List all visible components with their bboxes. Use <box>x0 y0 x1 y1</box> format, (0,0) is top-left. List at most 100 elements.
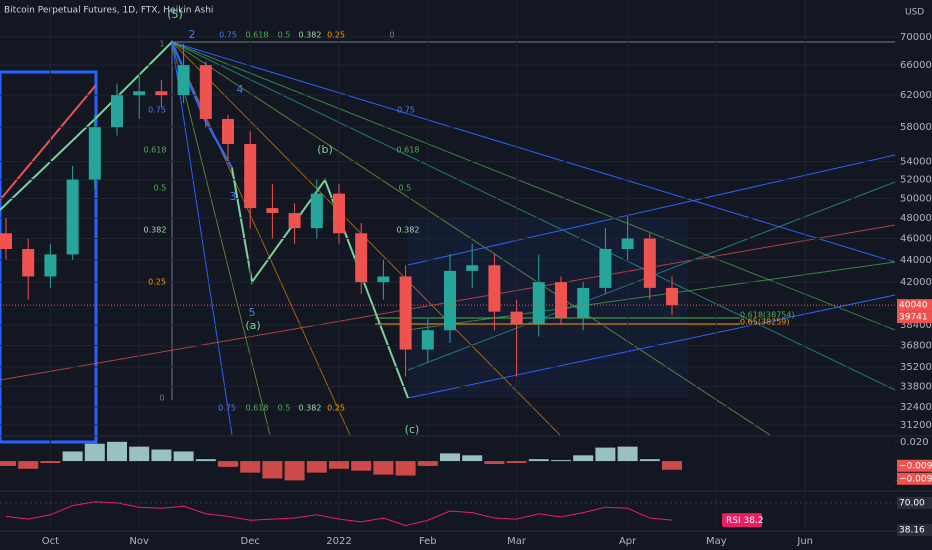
candle-body <box>643 238 656 288</box>
last-price: 40040 <box>899 301 928 311</box>
annotation: 0.75 <box>397 106 415 115</box>
annotation: 0 <box>159 394 164 403</box>
candle-body <box>488 265 501 312</box>
y-tick-label: 62000 <box>900 90 932 101</box>
x-tick-label: Dec <box>241 536 260 547</box>
wave-line <box>0 84 97 201</box>
histogram-bar <box>262 461 283 479</box>
histogram-bar <box>62 451 83 462</box>
y-tick-label: 32400 <box>900 402 932 413</box>
histogram-bar <box>484 461 505 464</box>
candle-body <box>44 254 57 277</box>
histogram-bar <box>129 446 150 462</box>
annotation: 0 <box>389 31 394 40</box>
histogram-bar <box>551 460 571 462</box>
candle-body <box>66 179 79 255</box>
candle-body <box>288 213 301 229</box>
candle-body <box>199 65 212 119</box>
histogram-bar <box>351 461 372 471</box>
rsi-name: RSI <box>726 516 741 526</box>
box <box>0 70 98 444</box>
annotation: 2 <box>189 28 196 41</box>
annotation: 0.5 <box>154 184 167 193</box>
annotation: 0.5 <box>399 184 412 193</box>
annotation: (b) <box>317 143 333 156</box>
annotation: (5) <box>167 8 183 21</box>
annotation: 0.75 <box>148 106 166 115</box>
annotation: 0.618 <box>144 146 167 155</box>
histogram-bar <box>306 461 327 473</box>
histogram-bar <box>639 459 660 462</box>
histogram-bar <box>617 446 638 462</box>
histogram-bar <box>107 441 127 462</box>
channel-line <box>407 154 896 266</box>
annotation: 1 <box>159 40 164 49</box>
histogram-bar <box>417 461 438 466</box>
y-tick-label: 0.020 <box>900 437 929 448</box>
macd-value: −0.009 <box>899 461 932 471</box>
channel-line <box>407 294 896 399</box>
histogram-bar <box>40 461 61 464</box>
x-tick-label: Apr <box>619 536 637 547</box>
second-price-bg <box>897 311 932 324</box>
annotation: 0.382 <box>144 226 167 235</box>
x-tick-label: Nov <box>129 536 149 547</box>
y-tick-label: 46000 <box>900 233 932 244</box>
x-tick-label: Oct <box>42 536 59 547</box>
histogram-bar <box>240 461 261 473</box>
histogram-bar <box>595 447 616 462</box>
histogram-bar <box>395 461 416 476</box>
candles <box>0 43 678 377</box>
candle-body <box>577 287 590 318</box>
histogram-bar <box>662 461 682 470</box>
y-tick-label: 58000 <box>900 122 932 133</box>
y-tick-label: 52000 <box>900 175 932 186</box>
candle-body <box>466 265 479 271</box>
annotation: 5 <box>249 306 256 319</box>
candle-body <box>421 330 434 350</box>
candle-body <box>377 276 390 283</box>
annotation: 0.75 <box>218 404 236 413</box>
y-tick-label: 42000 <box>900 277 932 288</box>
histogram-bar <box>528 459 549 462</box>
y-tick-label: 48000 <box>900 213 932 224</box>
rsi-last: 38.16 <box>899 526 925 536</box>
candle-body <box>266 208 279 214</box>
candle-body <box>555 282 567 318</box>
histogram-bar <box>18 461 39 469</box>
annotation: 0.382 <box>299 404 322 413</box>
annotation: (c) <box>405 423 420 436</box>
x-tick-label: 2022 <box>326 536 351 547</box>
histogram-bar <box>218 461 238 467</box>
rsi-last-bg <box>897 524 932 537</box>
x-tick-label: Feb <box>419 536 437 547</box>
candle-body <box>244 144 257 209</box>
channel-line <box>407 261 896 331</box>
histogram-bar <box>462 455 483 462</box>
annotation: 4 <box>237 83 244 96</box>
candle-body <box>510 311 523 324</box>
y-tick-label: 36800 <box>900 341 932 352</box>
y-tick-label: 44000 <box>900 255 932 266</box>
rsi-line <box>5 501 673 527</box>
y-tick-label: 54000 <box>900 156 932 167</box>
candle-body <box>155 91 168 96</box>
candle-body <box>111 95 123 128</box>
annotation: 3 <box>230 190 237 203</box>
candle-body <box>133 91 146 96</box>
rsi-badge: RSI 38.2 <box>726 516 764 526</box>
candle-body <box>532 282 545 324</box>
candle-body <box>333 193 345 234</box>
annotation: 0.5 <box>278 31 291 40</box>
annotation: 0.25 <box>148 278 166 287</box>
rsi-value: 38.2 <box>744 516 764 526</box>
x-tick-label: May <box>706 536 727 547</box>
x-tick-label: Jun <box>796 536 813 547</box>
histogram-bar <box>573 455 594 462</box>
y-tick-label: 70000 <box>900 32 932 43</box>
histogram-bar <box>329 461 349 469</box>
annotation: 0.382 <box>397 226 420 235</box>
annotation: (a) <box>245 319 260 332</box>
